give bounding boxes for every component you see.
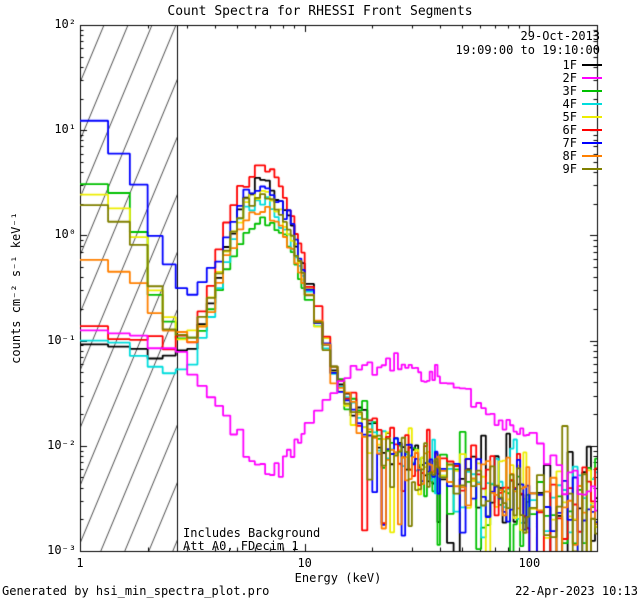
rhessi-spectra-window: Count Spectra for RHESSI Front Segments … xyxy=(0,0,640,600)
spectra-plot-canvas xyxy=(0,0,640,600)
